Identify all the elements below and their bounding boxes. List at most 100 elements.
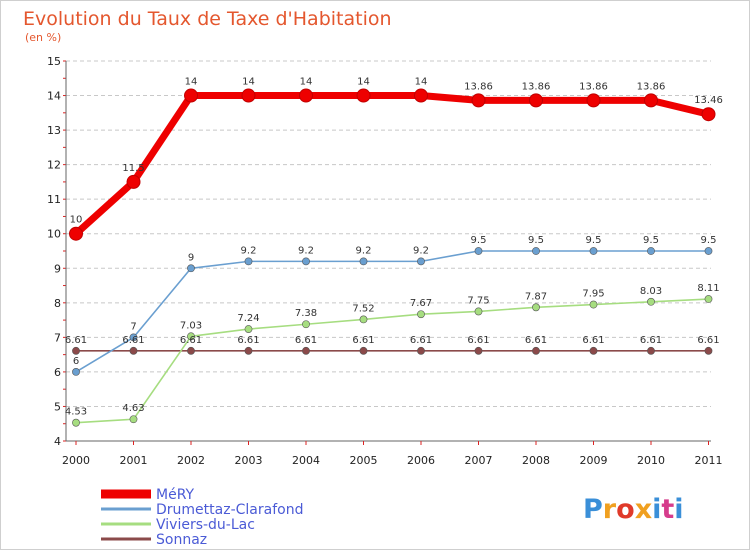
data-label: 6.61 [410,335,432,346]
data-point [532,247,540,255]
data-point [129,333,138,342]
data-label: 9.5 [471,235,487,246]
x-tick-label: 2008 [522,454,550,467]
grid-lines [66,60,711,407]
data-label: 4.53 [65,407,87,418]
data-label: 9.2 [356,245,372,256]
x-tick-label: 2000 [62,454,90,467]
logo-letter: t [661,494,674,525]
logo-letter: P [583,494,603,525]
data-label: 9.5 [586,235,602,246]
data-label: 14 [415,77,428,88]
data-point [704,346,713,355]
data-label: 7.03 [180,320,202,331]
data-point [129,346,138,355]
data-label: 14 [185,77,198,88]
data-label: 6 [73,356,79,367]
data-point [359,257,368,266]
data-label: 14 [357,77,370,88]
axes: 4 5 6 7 8 9 10 11 12 13 14 15 2000 2001 2002 2003 2004 20… [47,55,723,467]
data-point [589,247,598,255]
data-label: 9.2 [241,245,257,256]
x-tick-label: 2003 [235,454,263,467]
x-tick-label: 2005 [350,454,378,467]
data-point [586,93,601,108]
series-line-1 [75,250,709,373]
series-1 [72,247,713,376]
data-point [244,325,253,333]
legend-label: Drumettaz-Clarafond [156,502,303,518]
data-point [69,226,83,241]
y-tick-label: 5 [54,400,61,413]
data-point [474,247,483,255]
logo-letter: i [652,494,661,525]
legend: MéRYDrumettaz-ClarafondViviers-du-LacSon… [101,487,303,548]
data-point [647,346,655,355]
proxiti-logo: Proxiti [583,494,684,525]
y-tick-label: 14 [47,90,61,103]
x-tick-label: 2007 [465,454,493,467]
data-label: 7.24 [237,313,259,324]
legend-label: Viviers-du-Lac [156,517,255,533]
chart-subtitle: (en %) [25,31,61,44]
data-point [244,257,253,266]
data-point [474,307,483,316]
data-point [184,88,198,103]
data-point [72,368,80,376]
data-point [704,247,713,255]
data-label: 8.03 [640,286,662,297]
data-label: 6.61 [525,335,547,346]
x-tick-label: 2011 [695,454,723,467]
data-point [589,346,598,355]
data-point [417,346,425,355]
data-point [704,295,713,303]
logo-letter: i [674,494,683,525]
series-3 [72,346,713,355]
data-point [417,257,425,266]
data-point [187,264,195,273]
data-point [589,300,598,309]
x-tick-label: 2006 [407,454,435,467]
data-point [126,174,141,189]
logo-text: Proxiti [583,494,684,525]
legend-label: Sonnaz [156,532,207,548]
data-label: 9.2 [298,245,314,256]
data-point [302,257,310,266]
series-line-0 [73,92,710,237]
data-point [129,415,138,424]
data-point [532,346,540,355]
data-label: 7.38 [295,308,317,319]
series-group: 10 11.5 14 14 14 14 14 13.86 13.86 13.86 13.86 13.4… [65,77,723,427]
data-point [359,315,368,324]
data-label: 6.61 [582,335,604,346]
legend-label: MéRY [156,487,195,503]
data-label: 6.61 [352,335,374,346]
data-point [474,346,483,355]
data-point [417,310,425,319]
logo-letter: o [616,494,635,525]
x-tick-label: 2004 [292,454,320,467]
chart-title: Evolution du Taux de Taxe d'Habitation [23,8,392,30]
data-label: 6.61 [122,335,144,346]
data-point [244,346,253,355]
data-label: 9.5 [701,235,717,246]
data-label: 7 [130,321,136,332]
data-label: 6.61 [467,335,489,346]
data-label: 7.75 [467,295,489,306]
data-label: 6.61 [295,335,317,346]
data-point [356,88,371,103]
data-label: 13.86 [579,81,608,92]
data-label: 13.86 [637,81,666,92]
logo-letter: r [603,494,617,525]
data-label: 7.95 [582,289,604,300]
data-label: 9.2 [413,245,429,256]
data-label: 6.61 [65,335,87,346]
data-point [302,320,310,329]
data-point [359,346,368,355]
data-label: 11.5 [122,163,144,174]
data-label: 14 [300,77,313,88]
data-label: 7.52 [352,303,374,314]
data-label: 9.5 [643,235,659,246]
